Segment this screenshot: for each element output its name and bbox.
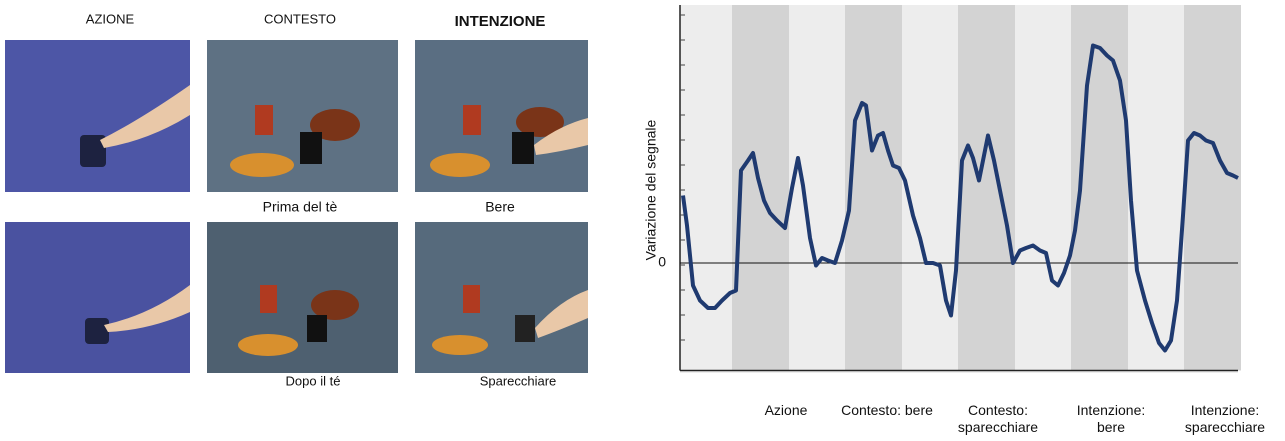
jar [463,285,480,313]
condition-label: Azione [740,402,832,419]
caption: Dopo il té [286,373,341,388]
condition-label: Intenzione: bere [1065,402,1157,436]
mug [300,132,322,164]
condition-label: Contesto: bere [841,402,933,419]
figure: AZIONE CONTESTO INTENZIONE Prima del tè … [0,0,1285,441]
mug [307,315,327,342]
mug [512,132,534,164]
column-header: INTENZIONE [455,13,546,30]
photo [207,222,398,373]
condition-label: Intenzione: sparecchiare [1179,402,1271,436]
condition-label: Contesto: sparecchiare [952,402,1044,436]
y-tick-label: 0 [658,254,666,270]
plate [432,335,488,355]
caption: Bere [485,199,515,215]
band [958,5,1015,371]
band [845,5,902,371]
jar [255,105,273,135]
column-header: CONTESTO [264,11,336,26]
photo [5,222,190,373]
jar [260,285,277,313]
plate [230,153,294,177]
caption: Sparecchiare [480,373,557,388]
column-header: AZIONE [86,11,135,26]
plate [238,334,298,356]
caption: Prima del tè [263,199,338,215]
mug [515,315,535,342]
plate [430,153,490,177]
jar [463,105,481,135]
figure-canvas: AZIONE CONTESTO INTENZIONE Prima del tè … [0,0,1285,441]
mug [85,318,109,344]
band [1184,5,1241,371]
y-axis-label: Variazione del segnale [643,119,659,260]
